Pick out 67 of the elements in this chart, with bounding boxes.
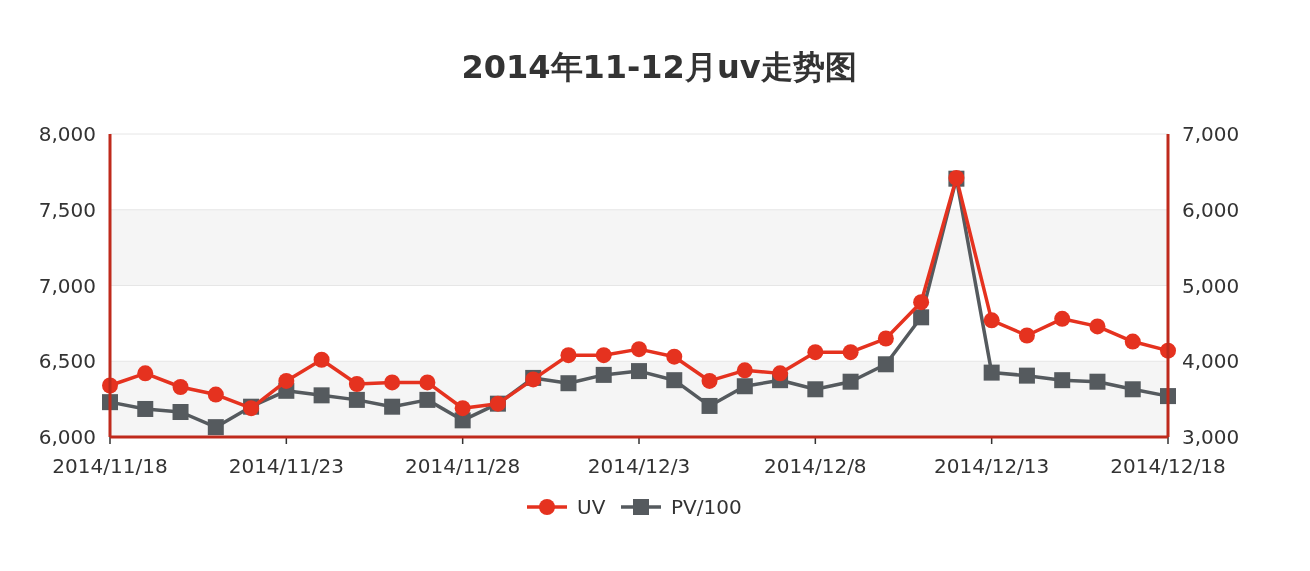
point (1018, 327, 1035, 344)
point (454, 400, 471, 417)
point (913, 294, 930, 311)
x-tick-label: 2014/11/18 (52, 454, 168, 478)
chart-title: 2014年11-12月uv走势图 (461, 48, 857, 86)
point (207, 419, 224, 436)
point (419, 374, 436, 391)
point (842, 373, 859, 390)
point (736, 362, 753, 379)
y2-tick-label: 4,000 (1182, 349, 1240, 374)
point (666, 348, 683, 365)
legend-label: PV/100 (671, 495, 742, 519)
y2-tick-label: 6,000 (1182, 197, 1240, 222)
y2-tick-label: 5,000 (1182, 273, 1240, 298)
point (419, 391, 436, 408)
point (701, 397, 718, 414)
x-tick-label: 2014/12/18 (1110, 454, 1226, 478)
legend-label: UV (577, 495, 606, 519)
point (1089, 318, 1106, 335)
point (807, 381, 824, 398)
point (983, 312, 1000, 329)
y2-tick-label: 7,000 (1182, 122, 1240, 146)
point (278, 372, 295, 389)
point (172, 404, 189, 420)
point (807, 344, 824, 361)
point (1089, 373, 1106, 390)
y-tick-label: 6,500 (38, 349, 96, 374)
point (1018, 367, 1035, 384)
point (595, 347, 612, 364)
point (207, 386, 224, 403)
point (631, 341, 647, 358)
point (560, 347, 577, 364)
point (1054, 310, 1071, 327)
point (313, 351, 330, 368)
x-tick-label: 2014/11/23 (228, 454, 344, 478)
y-tick-label: 7,000 (38, 273, 96, 298)
point (877, 356, 894, 373)
x-tick-label: 2014/12/3 (587, 454, 691, 478)
point (666, 372, 683, 389)
point (595, 366, 612, 383)
point (877, 330, 894, 347)
point (772, 365, 789, 382)
point (736, 378, 753, 395)
point (137, 365, 154, 382)
y-tick-label: 6,000 (38, 425, 96, 449)
point (1054, 372, 1071, 389)
point (384, 374, 401, 391)
x-tick-label: 2014/12/8 (764, 454, 867, 478)
point (913, 309, 930, 326)
point (983, 364, 1000, 381)
point (137, 400, 154, 417)
point (701, 372, 718, 389)
point (1124, 381, 1141, 398)
point (842, 344, 859, 361)
y-tick-label: 7,500 (38, 197, 96, 222)
point (313, 387, 330, 404)
point (560, 375, 577, 392)
point (172, 379, 189, 396)
point (384, 398, 401, 415)
y2-tick-label: 3,000 (1182, 425, 1240, 449)
y-tick-label: 8,000 (38, 122, 96, 146)
point (1124, 333, 1141, 350)
x-tick-label: 2014/11/28 (405, 454, 521, 478)
point (348, 375, 365, 392)
point (631, 363, 647, 380)
point (348, 391, 365, 408)
x-tick-label: 2014/12/13 (934, 454, 1050, 478)
